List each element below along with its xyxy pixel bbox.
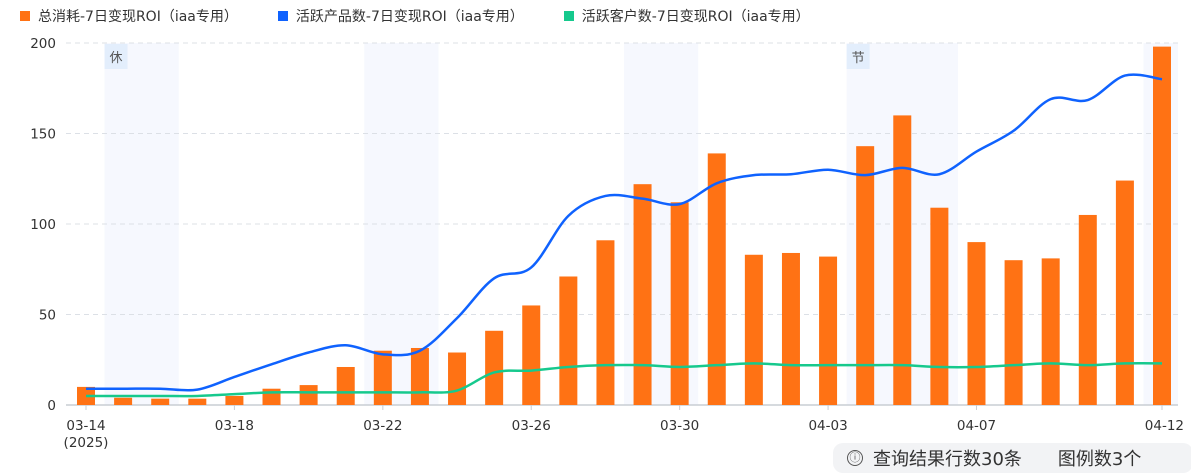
bar[interactable]	[188, 398, 207, 405]
bar[interactable]	[1041, 258, 1060, 405]
bar[interactable]	[670, 202, 689, 405]
legend-label: 活跃产品数-7日变现ROI（iaa专用）	[295, 9, 524, 25]
bar[interactable]	[707, 153, 726, 405]
bar[interactable]	[856, 146, 875, 406]
x-tick-label: 03-14	[66, 418, 105, 434]
bar[interactable]	[559, 276, 578, 405]
bar[interactable]	[744, 254, 763, 405]
legend-item-active-products[interactable]: 活跃产品数-7日变现ROI（iaa专用）	[277, 6, 524, 26]
x-tick-label: 03-26	[512, 418, 551, 434]
x-tick-label: 03-30	[660, 418, 699, 434]
bar[interactable]	[819, 256, 838, 405]
bar[interactable]	[893, 115, 912, 406]
grid-lines	[66, 42, 1178, 406]
legend-swatch-green	[563, 11, 574, 21]
y-tick-label: 150	[30, 127, 56, 143]
line-series-path[interactable]	[86, 361, 1163, 398]
y-tick-label: 0	[47, 398, 56, 414]
bar[interactable]	[485, 330, 504, 405]
bar[interactable]	[967, 242, 986, 405]
bar[interactable]	[114, 397, 133, 405]
legend-label: 活跃客户数-7日变现ROI（iaa专用）	[581, 9, 810, 25]
band-tag: 节	[852, 51, 865, 66]
legend-item-total-spend[interactable]: 总消耗-7日变现ROI（iaa专用）	[20, 6, 238, 26]
bar[interactable]	[299, 385, 318, 405]
bar[interactable]	[633, 184, 652, 405]
legend-count-text: 图例数3个	[1057, 449, 1142, 470]
x-tick-label: 04-03	[808, 418, 847, 434]
bar[interactable]	[410, 347, 429, 405]
x-tick-sublabel: (2025)	[64, 435, 109, 451]
bar[interactable]	[596, 240, 615, 405]
bar[interactable]	[448, 352, 467, 405]
legend-swatch-orange	[20, 11, 30, 21]
bar[interactable]	[1115, 180, 1134, 405]
band-tag: 休	[110, 51, 123, 66]
bar[interactable]	[930, 207, 949, 405]
y-tick-label: 50	[39, 308, 56, 324]
bar[interactable]	[781, 252, 800, 405]
x-tick-label: 04-12	[1145, 418, 1184, 434]
x-tick-label: 04-07	[957, 418, 996, 434]
bar[interactable]	[151, 398, 170, 405]
legend-label: 总消耗-7日变现ROI（iaa专用）	[38, 9, 238, 25]
info-icon: ⓘ	[847, 450, 863, 466]
x-axis: 03-14(2025) 03-18 03-22 03-26 03-30 04-03 04-0…	[64, 405, 1184, 451]
y-axis: 0 50 100 150 200	[30, 36, 56, 414]
bar[interactable]	[1078, 214, 1097, 405]
combo-chart: 休节 050100150200 03-14(2025)03-18 03-22 03-…	[30, 36, 1184, 451]
legend-swatch-blue	[277, 11, 288, 21]
y-tick-label: 100	[30, 217, 56, 233]
bar[interactable]	[373, 350, 392, 405]
chart-legend: 总消耗-7日变现ROI（iaa专用） 活跃产品数-7日变现ROI（iaa专用） …	[0, 0, 850, 32]
x-tick-label: 03-22	[363, 418, 402, 434]
line-series-path[interactable]	[85, 73, 1163, 392]
row-count-text: 查询结果行数30条	[873, 449, 1022, 470]
bar[interactable]	[1004, 260, 1023, 405]
bar[interactable]	[336, 366, 355, 405]
y-tick-label: 200	[30, 36, 56, 52]
query-result-status: ⓘ 查询结果行数30条 图例数3个	[833, 443, 1191, 473]
bar[interactable]	[522, 305, 541, 405]
legend-item-active-customers[interactable]: 活跃客户数-7日变现ROI（iaa专用）	[563, 6, 810, 26]
line-series	[85, 73, 1163, 398]
bar[interactable]	[225, 395, 244, 405]
x-tick-label: 03-18	[215, 418, 254, 434]
band-tag-bg	[104, 44, 128, 69]
band-tag-bg	[846, 44, 870, 69]
bar[interactable]	[1153, 46, 1171, 406]
